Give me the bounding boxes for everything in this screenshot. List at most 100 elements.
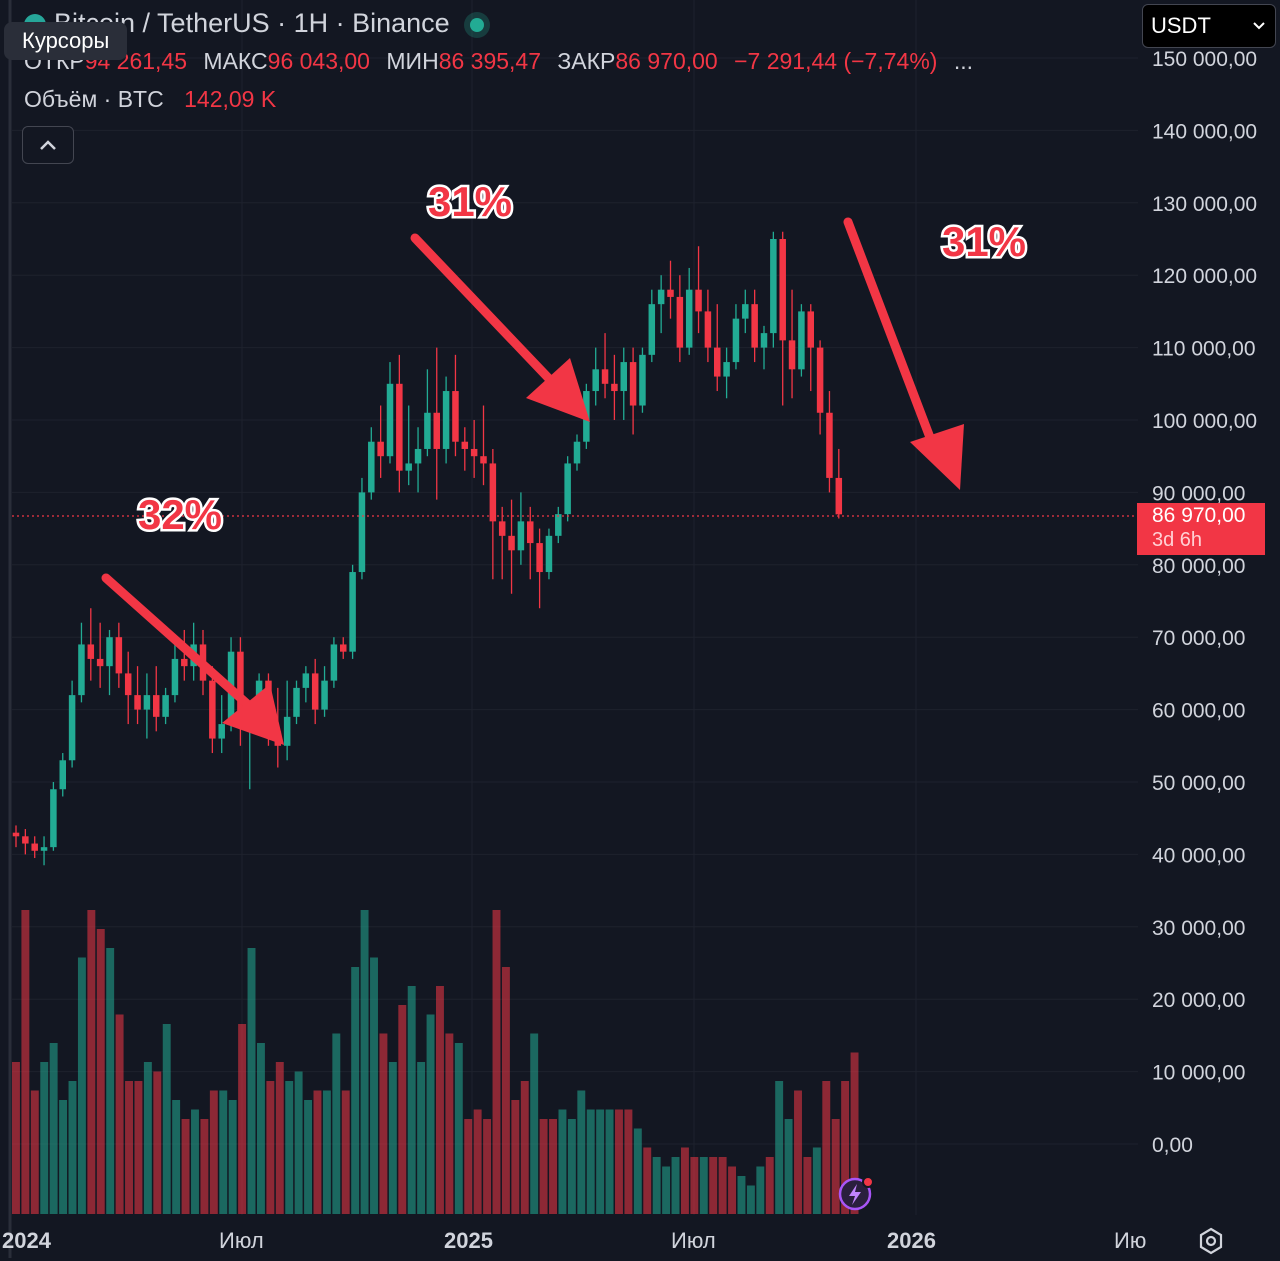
volume-value: 142,09 K <box>184 86 277 112</box>
volume-bar <box>586 1109 595 1214</box>
volume-bar <box>539 1119 548 1214</box>
volume-bar <box>134 1081 143 1214</box>
candle-body <box>59 760 66 790</box>
annotation-arrow-1 <box>101 573 284 745</box>
volume-bars <box>12 910 859 1214</box>
volume-bar <box>454 1043 463 1214</box>
time-axis-label-2026: 2026 <box>887 1228 936 1253</box>
candle-body <box>470 448 478 457</box>
volume-bar <box>200 1119 209 1214</box>
price-tick-label: 110 000,00 <box>1152 338 1256 361</box>
candle-body <box>40 847 48 851</box>
candle-body <box>115 637 123 674</box>
volume-bar <box>228 1100 237 1214</box>
candle-body <box>283 716 291 746</box>
candle-body <box>96 658 104 667</box>
candle-body <box>807 311 814 348</box>
candle-body <box>770 239 777 334</box>
candle-body <box>442 391 450 449</box>
volume-bar <box>718 1157 727 1214</box>
price-tick-label: 120 000,00 <box>1152 265 1257 288</box>
candle-body <box>302 673 310 688</box>
candle-body <box>835 477 843 515</box>
volume-bar <box>398 1005 407 1214</box>
candle-body <box>340 644 347 652</box>
volume-row: Объём · BTC 142,09 K <box>24 86 276 113</box>
high-value: 96 043,00 <box>267 48 370 74</box>
volume-bar <box>125 1081 133 1214</box>
candle-body <box>461 441 469 449</box>
price-tick-label: 70 000,00 <box>1152 627 1245 650</box>
candle-body <box>498 521 506 536</box>
volume-bar <box>294 1071 303 1214</box>
price-axis[interactable]: 150 000,00 140 000,00 130 000,00 120 000,00… <box>1152 48 1257 1157</box>
price-tick-label: 30 000,00 <box>1152 917 1245 940</box>
candle-body <box>181 658 188 667</box>
price-tick-label: 140 000,00 <box>1152 120 1257 143</box>
volume-bar <box>275 1062 284 1214</box>
volume-bar <box>445 1033 454 1214</box>
volume-bar <box>266 1081 275 1214</box>
volume-bar <box>40 1062 49 1214</box>
volume-bar <box>794 1090 802 1214</box>
volume-bar <box>558 1109 567 1214</box>
more-button[interactable]: ... <box>953 48 973 74</box>
cursors-tooltip: Курсоры <box>4 22 128 60</box>
price-candles <box>12 231 843 866</box>
volume-bar <box>464 1119 473 1214</box>
volume-bar <box>680 1147 689 1214</box>
volume-bar <box>784 1119 793 1214</box>
candle-body <box>751 304 758 348</box>
chart-settings-button[interactable] <box>1196 1226 1226 1256</box>
volume-bar <box>256 1043 265 1214</box>
annotation-arrow-3 <box>843 217 964 490</box>
candle-body <box>330 644 338 681</box>
volume-bar <box>662 1166 671 1214</box>
last-price-label: 86 970,00 3d 6h <box>1137 503 1265 555</box>
volume-bar <box>322 1090 331 1214</box>
volume-bar <box>671 1157 680 1214</box>
bar-countdown: 3d 6h <box>1152 529 1203 551</box>
volume-bar <box>143 1062 152 1214</box>
candle-body <box>732 318 740 363</box>
candle-body <box>667 289 674 297</box>
candle-body <box>536 543 543 573</box>
volume-bar <box>492 910 501 1214</box>
volume-bar <box>313 1090 322 1214</box>
volume-bar <box>473 1109 482 1214</box>
candle-body <box>826 412 833 478</box>
volume-bar <box>115 1014 124 1214</box>
candle-body <box>788 340 796 370</box>
volume-bar <box>596 1109 605 1214</box>
candle-body <box>50 789 57 848</box>
last-price-value: 86 970,00 <box>1152 504 1246 527</box>
currency-value: USDT <box>1151 13 1211 38</box>
volume-bar <box>567 1119 576 1214</box>
candle-body <box>368 441 375 493</box>
price-tick-label: 0,00 <box>1152 1134 1193 1157</box>
candle-body <box>358 492 366 573</box>
volume-bar <box>209 1090 218 1214</box>
volume-bar <box>709 1157 718 1214</box>
currency-select[interactable]: USDT <box>1142 4 1276 48</box>
volume-bar <box>812 1147 821 1214</box>
volume-bar <box>153 1071 162 1214</box>
time-axis-label-2025: 2025 <box>444 1228 493 1253</box>
candle-body <box>153 695 160 717</box>
volume-bar <box>77 957 86 1214</box>
candle-body <box>134 695 141 710</box>
candle-body <box>424 412 431 449</box>
alerts-button[interactable] <box>838 1176 874 1212</box>
candle-body <box>760 333 768 348</box>
volume-bar <box>803 1157 812 1214</box>
volume-bar <box>605 1109 614 1214</box>
volume-bar <box>426 1014 435 1214</box>
price-tick-label: 80 000,00 <box>1152 555 1245 578</box>
collapse-legend-button[interactable] <box>22 126 74 164</box>
candle-body <box>601 369 609 384</box>
price-tick-label: 150 000,00 <box>1152 48 1257 71</box>
time-axis-label-2024: 2024 <box>2 1228 51 1253</box>
volume-bar <box>59 1100 68 1214</box>
candle-body <box>386 383 394 457</box>
